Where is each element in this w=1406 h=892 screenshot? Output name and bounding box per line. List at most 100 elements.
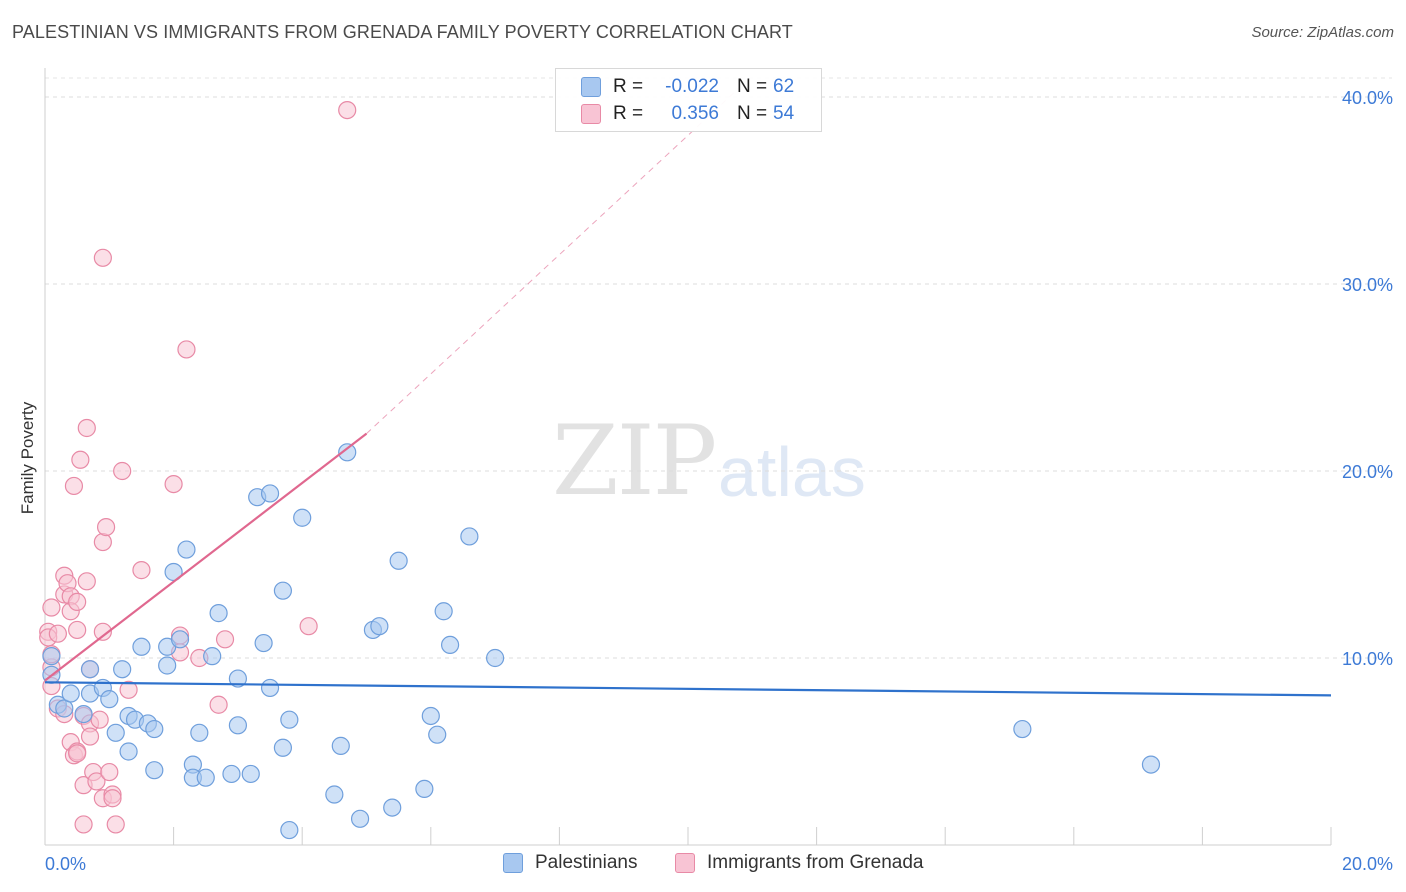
legend-swatch-blue: [503, 853, 523, 873]
grenada-point: [93, 532, 112, 552]
legend-row-palestinians: R = -0.022 N = 62: [581, 75, 794, 99]
grenada-point: [68, 744, 87, 763]
palestinian-point: [209, 604, 228, 623]
y-tick-label: 40.0%: [1342, 88, 1393, 108]
palestinian-point: [280, 710, 299, 729]
grenada-point: [77, 572, 96, 591]
y-tick-label: 20.0%: [1342, 462, 1393, 482]
palestinian-point: [228, 716, 247, 735]
palestinian-point: [170, 630, 190, 649]
grenada-point: [93, 622, 112, 641]
grenada-point: [93, 248, 112, 267]
source-credit: Source: ZipAtlas.com: [1251, 24, 1394, 41]
palestinian-point: [460, 527, 479, 546]
palestinian-point: [158, 656, 177, 675]
palestinian-point: [260, 678, 280, 698]
palestinian-point: [228, 669, 247, 688]
legend-n-label: N =: [737, 76, 768, 97]
palestinian-point: [370, 617, 389, 636]
legend-label-grenada: Immigrants from Grenada: [707, 852, 924, 873]
grenada-point: [338, 100, 357, 120]
grenada-point: [68, 592, 87, 612]
palestinian-point: [428, 725, 447, 744]
palestinian-point: [415, 779, 434, 799]
palestinian-point: [293, 508, 312, 527]
legend-label-palestinians: Palestinians: [535, 852, 638, 873]
grenada-trend-extension: [366, 87, 740, 434]
palestinian-point: [61, 684, 80, 703]
palestinian-point: [434, 602, 453, 621]
legend-n-label: N =: [737, 103, 768, 124]
grenada-point: [74, 815, 93, 834]
palestinian-point: [1141, 755, 1161, 774]
palestinian-point: [383, 798, 402, 817]
palestinian-point: [203, 647, 222, 666]
legend-swatch-pink: [581, 104, 601, 124]
legend-item-palestinians[interactable]: Palestinians: [503, 852, 637, 874]
legend-r-value: -0.022: [665, 76, 719, 97]
watermark-atlas: atlas: [718, 433, 866, 511]
palestinian-point: [486, 648, 505, 668]
grenada-point: [100, 762, 119, 782]
palestinian-point: [145, 761, 164, 780]
y-tick-label: 10.0%: [1342, 649, 1393, 669]
legend-r-label: R =: [613, 76, 644, 97]
palestinian-point: [273, 581, 293, 600]
legend-swatch-blue: [581, 77, 601, 97]
grenada-point: [103, 789, 122, 808]
legend-row-grenada: R = 0.356 N = 54: [581, 102, 794, 126]
grenada-point: [209, 695, 228, 714]
legend-item-grenada[interactable]: Immigrants from Grenada: [675, 852, 923, 874]
grenada-point: [96, 517, 116, 537]
legend-n-value: 62: [773, 76, 795, 97]
grenada-trend-line: [44, 432, 368, 682]
legend-n-value: 54: [773, 103, 795, 124]
palestinian-point: [74, 704, 93, 724]
palestinian-point: [260, 484, 280, 503]
palestinian-point: [254, 633, 273, 653]
palestinian-point: [190, 723, 209, 742]
grenada-point: [71, 450, 90, 469]
grenada-point: [48, 624, 67, 643]
legend-r-label: R =: [613, 103, 644, 124]
palestinian-point: [331, 736, 350, 755]
grenada-point: [64, 476, 84, 496]
palestinian-point: [280, 820, 299, 840]
grenada-point: [80, 727, 100, 746]
palestinian-point: [145, 719, 164, 739]
palestinian-point: [55, 699, 74, 718]
grenada-point: [215, 630, 235, 649]
watermark-zip: ZIP: [552, 405, 717, 517]
palestinian-point: [80, 660, 100, 679]
palestinian-point: [273, 738, 293, 757]
grenada-point: [77, 418, 96, 438]
grenada-point: [113, 461, 132, 481]
palestinian-point: [325, 785, 344, 804]
grenada-point: [87, 772, 106, 791]
legend-swatch-pink: [675, 853, 695, 873]
palestinian-point: [440, 635, 460, 655]
palestinian-point: [42, 647, 61, 666]
palestinian-trend-line: [44, 681, 1332, 697]
palestinian-point: [222, 764, 241, 784]
series-legend: Palestinians Immigrants from Grenada: [0, 852, 1406, 878]
palestinian-point: [1013, 719, 1032, 739]
grenada-point: [68, 620, 87, 640]
correlation-legend: R = -0.022 N = 62 R = 0.356 N = 54: [555, 68, 822, 132]
palestinian-point: [119, 742, 138, 761]
palestinian-point: [196, 768, 215, 787]
grenada-point: [177, 340, 196, 359]
legend-r-value: 0.356: [671, 103, 719, 124]
y-tick-label: 30.0%: [1342, 275, 1393, 295]
palestinian-point: [241, 764, 260, 784]
palestinian-point: [106, 723, 125, 742]
palestinian-point: [132, 637, 151, 656]
palestinian-point: [421, 706, 440, 726]
palestinian-point: [350, 809, 370, 828]
palestinian-point: [389, 551, 408, 570]
x-tick-label: 20.0%: [1342, 854, 1393, 874]
grenada-point: [42, 598, 61, 617]
palestinian-point: [177, 540, 196, 559]
chart-title: PALESTINIAN VS IMMIGRANTS FROM GRENADA F…: [12, 22, 793, 42]
